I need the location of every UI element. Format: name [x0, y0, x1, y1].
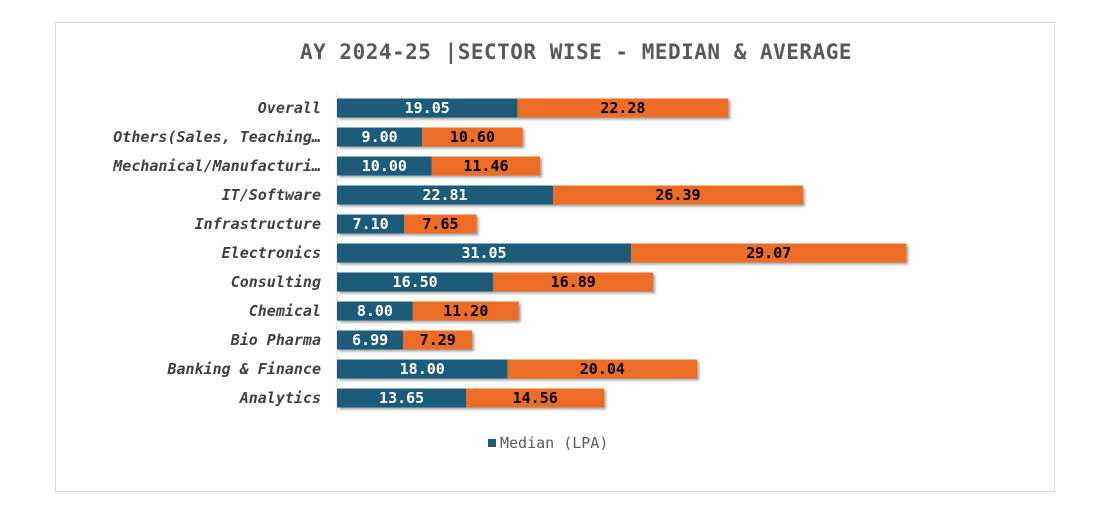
bar-median	[337, 272, 494, 292]
bar-median	[337, 214, 405, 234]
bar-group	[337, 98, 729, 118]
category-label: Banking & Finance	[166, 360, 321, 378]
data-label-average: 29.07	[746, 244, 791, 262]
data-label-average: 16.89	[551, 273, 596, 291]
bar-average	[517, 98, 729, 118]
bar-median	[337, 388, 467, 408]
bar-average	[404, 214, 477, 234]
category-label: Overall	[258, 99, 321, 117]
bar-group	[337, 388, 605, 408]
bar-median	[337, 156, 432, 176]
bar-group	[337, 185, 803, 205]
data-label-median: 6.99	[352, 331, 388, 349]
bar-median	[337, 127, 423, 147]
bar-group	[337, 272, 654, 292]
bar-median	[337, 185, 554, 205]
bar-median	[337, 243, 632, 263]
category-label: Analytics	[239, 389, 321, 407]
data-label-median: 10.00	[362, 157, 407, 175]
chart-legend: Median (LPA)	[488, 434, 608, 452]
data-label-median: 31.05	[461, 244, 506, 262]
category-label: Consulting	[231, 273, 321, 291]
bar-median	[337, 359, 508, 379]
data-label-median: 9.00	[362, 128, 398, 146]
legend-swatch-median	[488, 439, 496, 447]
bar-median	[337, 301, 413, 321]
bar-average	[493, 272, 654, 292]
bar-average	[412, 301, 519, 321]
bar-average	[631, 243, 907, 263]
category-label: Infrastructure	[195, 215, 321, 233]
data-label-median: 8.00	[357, 302, 393, 320]
bar-group	[337, 156, 541, 176]
data-label-average: 11.46	[463, 157, 508, 175]
bar-average	[403, 330, 473, 350]
category-label: Electronics	[222, 244, 321, 262]
category-label: IT/Software	[222, 186, 321, 204]
data-label-median: 13.65	[379, 389, 424, 407]
data-label-median: 19.05	[405, 99, 450, 117]
bar-average	[553, 185, 803, 205]
bar-group	[337, 243, 907, 263]
data-label-average: 26.39	[655, 186, 700, 204]
data-label-median: 22.81	[422, 186, 467, 204]
category-label: Bio Pharma	[230, 331, 321, 349]
chart-title: AY 2024-25 |SECTOR WISE - MEDIAN & AVERA…	[300, 40, 853, 64]
bar-group	[337, 214, 477, 234]
data-label-median: 18.00	[400, 360, 445, 378]
bar-average	[431, 156, 541, 176]
bar-average	[507, 359, 698, 379]
category-label: Mechanical/Manufacturi…	[112, 157, 321, 175]
data-label-median: 16.50	[393, 273, 438, 291]
data-label-average: 20.04	[580, 360, 625, 378]
bar-average	[422, 127, 523, 147]
bar-group	[337, 301, 519, 321]
bar-median	[337, 98, 518, 118]
bar-group	[337, 127, 523, 147]
bar-average	[466, 388, 605, 408]
data-label-median: 7.10	[353, 215, 389, 233]
data-label-average: 10.60	[450, 128, 495, 146]
category-label: Chemical	[249, 302, 321, 320]
data-label-average: 11.20	[443, 302, 488, 320]
data-label-average: 22.28	[600, 99, 645, 117]
data-label-average: 7.65	[422, 215, 458, 233]
data-label-average: 7.29	[420, 331, 456, 349]
legend-label-median: Median (LPA)	[500, 434, 609, 452]
data-label-average: 14.56	[513, 389, 558, 407]
category-label: Others(Sales, Teaching…	[113, 128, 321, 146]
bar-median	[337, 330, 404, 350]
bar-group	[337, 330, 473, 350]
bar-group	[337, 359, 698, 379]
